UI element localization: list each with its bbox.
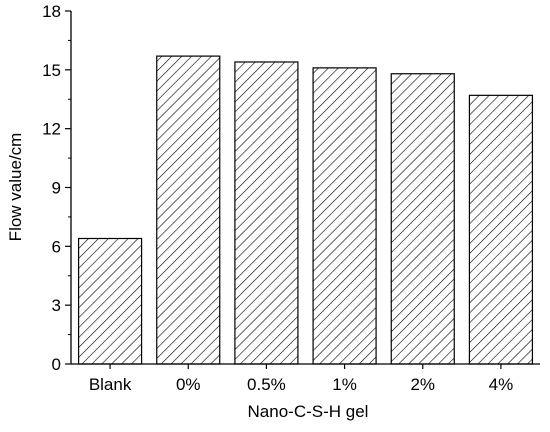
bar-3: [312, 67, 377, 365]
x-tick-label-5: 4%: [489, 375, 514, 394]
x-axis-title: Nano-C-S-H gel: [248, 402, 369, 421]
y-axis-title: Flow value/cm: [6, 133, 25, 242]
y-tick-label-4: 12: [42, 120, 61, 139]
bar-1: [156, 55, 221, 365]
x-tick-label-1: 0%: [176, 375, 201, 394]
labels-layer: Nano-C-S-H gel Flow value/cm: [6, 133, 368, 421]
bar-0: [77, 237, 143, 365]
x-tick-label-3: 1%: [332, 375, 357, 394]
y-tick-label-2: 6: [52, 237, 61, 256]
bar-4: [390, 73, 455, 365]
y-tick-label-5: 15: [42, 61, 61, 80]
y-tick-label-6: 18: [42, 2, 61, 21]
y-tick-label-3: 9: [52, 179, 61, 198]
bar-2: [234, 61, 299, 365]
x-tick-label-0: Blank: [89, 375, 132, 394]
y-tick-label-0: 0: [52, 355, 61, 374]
bar-5: [468, 94, 534, 365]
x-tick-label-4: 2%: [410, 375, 435, 394]
axes-layer: 0 3 6 9 12 15 18 Blank 0% 0.5% 1% 2% 4%: [42, 2, 540, 394]
x-tick-label-2: 0.5%: [247, 375, 286, 394]
y-tick-label-1: 3: [52, 296, 61, 315]
bars-layer: [77, 55, 534, 365]
